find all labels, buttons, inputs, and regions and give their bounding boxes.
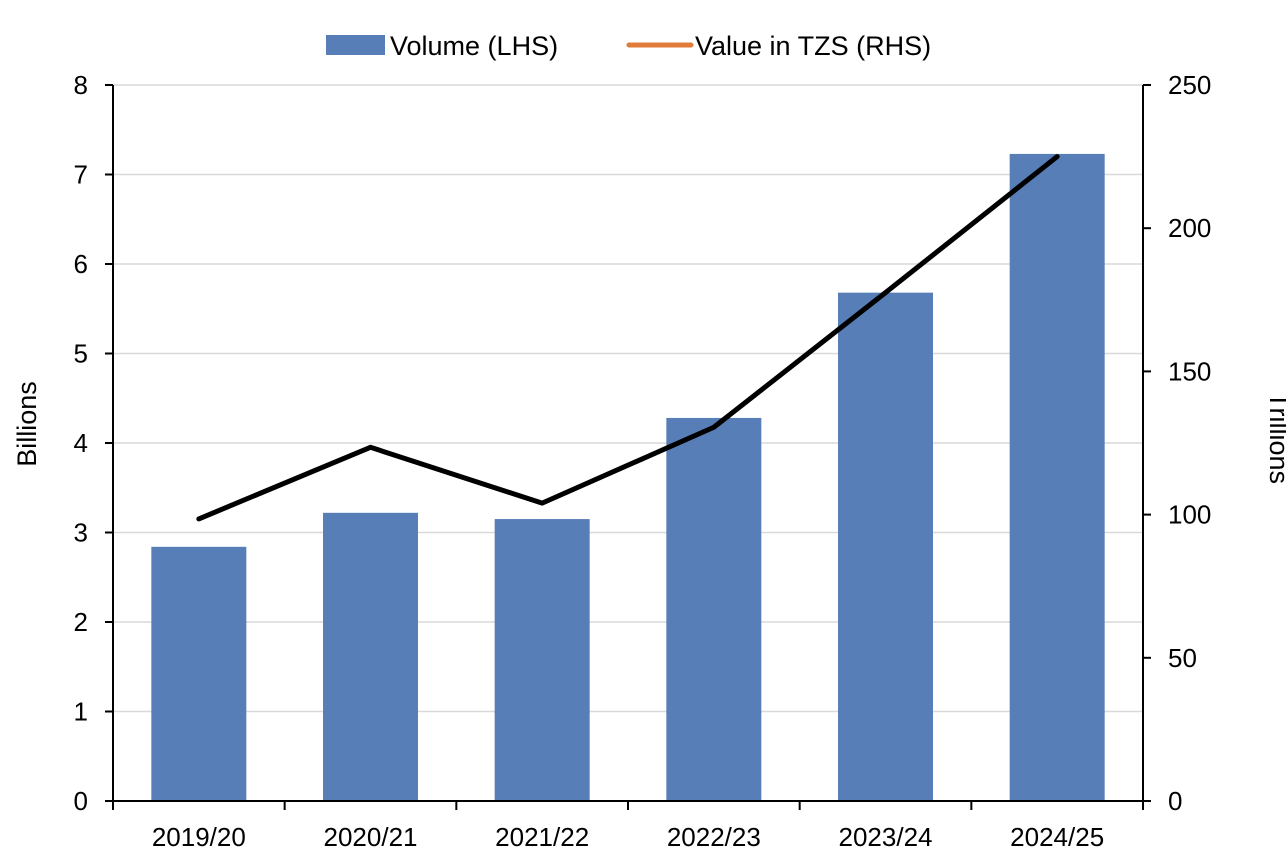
right-tick-label: 200: [1168, 213, 1211, 243]
left-tick-label: 2: [74, 607, 88, 637]
left-tick-label: 0: [74, 786, 88, 816]
x-tick-label: 2023/24: [839, 822, 933, 852]
x-tick-label: 2022/23: [667, 822, 761, 852]
x-tick-label: 2020/21: [324, 822, 418, 852]
bar-volume: [1009, 153, 1105, 802]
left-tick-label: 3: [74, 518, 88, 548]
left-tick-label: 4: [74, 428, 88, 458]
left-axis-title: Billions: [12, 381, 42, 467]
legend-volume-label: Volume (LHS): [390, 31, 558, 61]
x-tick-label: 2021/22: [495, 822, 589, 852]
right-tick-label: 100: [1168, 500, 1211, 530]
bar-volume: [494, 519, 590, 801]
value-line: [196, 154, 1060, 522]
left-tick-label: 7: [74, 160, 88, 190]
right-axis-ticks: 0 50 100 150 200 250: [1143, 70, 1211, 816]
bar-volume: [323, 512, 418, 801]
x-tick-label: 2019/20: [152, 822, 246, 852]
line-value-series: [196, 154, 1060, 522]
left-tick-label: 6: [74, 249, 88, 279]
right-tick-label: 50: [1168, 643, 1197, 673]
left-tick-label: 1: [74, 697, 88, 727]
volume-bars: [151, 153, 1105, 802]
bar-volume: [151, 546, 247, 801]
legend-value-label: Value in TZS (RHS): [695, 31, 931, 61]
right-tick-label: 150: [1168, 356, 1211, 386]
left-tick-label: 5: [74, 339, 88, 369]
x-axis-ticks: 2019/20 2020/21 2021/22 2022/23 2023/24 2024/…: [112, 801, 1144, 852]
x-tick-label: 2024/25: [1010, 822, 1104, 852]
right-tick-label: 0: [1168, 786, 1182, 816]
legend: Volume (LHS) Value in TZS (RHS): [326, 31, 931, 61]
right-tick-label: 250: [1168, 70, 1211, 100]
left-tick-label: 8: [74, 70, 88, 100]
legend-volume-swatch: [326, 35, 385, 55]
gridlines: [113, 84, 1143, 713]
left-axis-ticks: 0 1 2 3 4 5 6 7 8: [74, 70, 113, 816]
bar-volume: [838, 292, 933, 801]
bar-volume: [666, 417, 762, 801]
right-axis-title: Trillions: [1264, 392, 1286, 484]
